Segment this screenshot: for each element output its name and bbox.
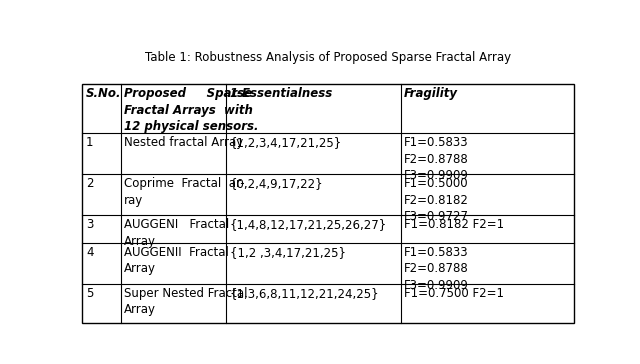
- Text: Proposed     Sparse
Fractal Arrays  with
12 physical sensors.: Proposed Sparse Fractal Arrays with 12 p…: [124, 87, 259, 133]
- Text: F1=0.5000
F2=0.8182
F3=0.9727: F1=0.5000 F2=0.8182 F3=0.9727: [404, 177, 469, 223]
- Text: S.No.: S.No.: [86, 87, 122, 100]
- Bar: [83, 84, 573, 323]
- Text: {0,2,4,9,17,22}: {0,2,4,9,17,22}: [230, 177, 323, 190]
- Text: AUGGENI   Fractal
Array: AUGGENI Fractal Array: [124, 218, 230, 248]
- Text: {1,2 ,3,4,17,21,25}: {1,2 ,3,4,17,21,25}: [230, 246, 346, 259]
- Text: {1,4,8,12,17,21,25,26,27}: {1,4,8,12,17,21,25,26,27}: [230, 218, 387, 231]
- Text: F1=0.7500 F2=1: F1=0.7500 F2=1: [404, 287, 504, 300]
- Text: Nested fractal Array: Nested fractal Array: [124, 136, 243, 149]
- Text: 1: 1: [86, 136, 93, 149]
- Text: Fragility: Fragility: [404, 87, 458, 100]
- Text: {1,3,6,8,11,12,21,24,25}: {1,3,6,8,11,12,21,24,25}: [230, 287, 380, 300]
- Text: Super Nested Fractal
Array: Super Nested Fractal Array: [124, 287, 248, 316]
- Text: 5: 5: [86, 287, 93, 300]
- Text: Table 1: Robustness Analysis of Proposed Sparse Fractal Array: Table 1: Robustness Analysis of Proposed…: [145, 51, 511, 64]
- Text: 3: 3: [86, 218, 93, 231]
- Text: AUGGENII  Fractal
Array: AUGGENII Fractal Array: [124, 246, 229, 276]
- Text: 2: 2: [86, 177, 93, 190]
- Text: F1=0.8182 F2=1: F1=0.8182 F2=1: [404, 218, 504, 231]
- Text: 1-Essentialness: 1-Essentialness: [230, 87, 333, 100]
- Text: 4: 4: [86, 246, 93, 259]
- Text: F1=0.5833
F2=0.8788
F3=0.9909: F1=0.5833 F2=0.8788 F3=0.9909: [404, 136, 469, 182]
- Text: F1=0.5833
F2=0.8788
F3=0.9909: F1=0.5833 F2=0.8788 F3=0.9909: [404, 246, 469, 292]
- Text: Coprime  Fractal  ar-
ray: Coprime Fractal ar- ray: [124, 177, 245, 207]
- Text: {1,2,3,4,17,21,25}: {1,2,3,4,17,21,25}: [230, 136, 342, 149]
